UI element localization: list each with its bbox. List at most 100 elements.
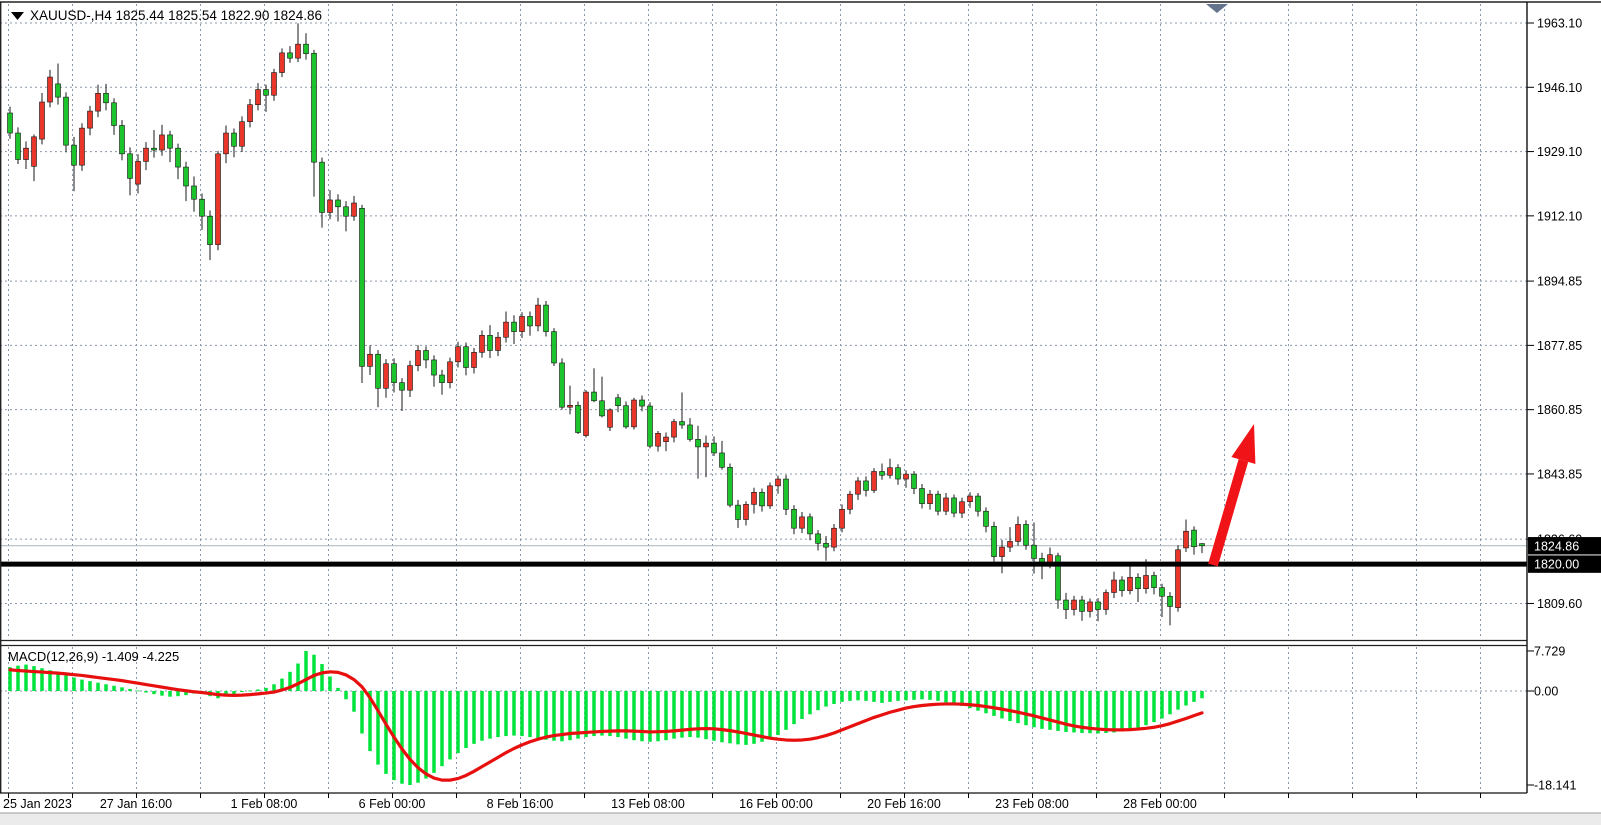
candle-bear [335, 199, 341, 208]
grid-lines [0, 4, 1527, 792]
macd-histogram-bar [432, 691, 436, 773]
candle-bull [471, 352, 477, 368]
candle-bear [791, 509, 797, 529]
macd-histogram-bar [288, 671, 292, 691]
candle-bear [647, 405, 653, 447]
candle-bear [119, 125, 125, 155]
price-axis-label: 1843.85 [1537, 467, 1582, 481]
candle-bear [1119, 579, 1125, 591]
candle-bull [39, 101, 45, 140]
price-badge-label: 1824.86 [1534, 539, 1579, 553]
candle-bull [799, 516, 805, 529]
candle-bear [311, 52, 317, 163]
current-price-badge [1528, 537, 1601, 555]
macd-histogram-bar [40, 668, 44, 691]
chart-shift-marker-icon[interactable] [1206, 4, 1228, 13]
macd-histogram-bar [1048, 691, 1052, 730]
macd-histogram-bar [600, 691, 604, 736]
candle-bear [615, 397, 621, 406]
price-axis-label: 1860.85 [1537, 403, 1582, 417]
macd-histogram-bar [1088, 691, 1092, 734]
candle-bear [695, 439, 701, 448]
macd-histogram-bar [80, 679, 84, 691]
candle-bear [1063, 599, 1069, 610]
candle-bull [631, 399, 637, 428]
candle-bull [703, 442, 709, 448]
candle-bull [1071, 599, 1077, 610]
time-axis-label: 16 Feb 00:00 [739, 797, 813, 811]
candle-bull [455, 346, 461, 363]
candle-bear [1079, 599, 1085, 612]
candle-bear [423, 350, 429, 361]
candle-bull [87, 110, 93, 129]
candle-bear [983, 510, 989, 527]
candle-bear [183, 166, 189, 187]
candle-bull [239, 121, 245, 147]
candle-bear [623, 405, 629, 428]
candle-bull [751, 491, 757, 505]
macd-histogram-bar [536, 691, 540, 739]
macd-histogram-bar [464, 691, 468, 748]
candle-bear [551, 331, 557, 364]
macd-histogram-bar [440, 691, 444, 767]
candle-bear [439, 374, 445, 383]
macd-histogram-bar [240, 691, 244, 693]
candle-bear [895, 467, 901, 480]
macd-histogram-bar [992, 691, 996, 716]
macd-histogram-bar [472, 691, 476, 744]
candle-bull [663, 436, 669, 442]
candle-bear [1167, 595, 1173, 607]
chart-plot-area[interactable] [0, 3, 1527, 640]
macd-histogram-bar [1016, 691, 1020, 724]
candle-bull [655, 432, 661, 447]
macd-histogram-bar [112, 685, 116, 691]
candle-bear [807, 516, 813, 535]
up-arrow-shaft[interactable] [1208, 459, 1249, 567]
candle-bear [375, 353, 381, 389]
macd-histogram-bar [1056, 691, 1060, 731]
macd-histogram-bar [400, 691, 404, 784]
up-arrow-head[interactable] [1231, 424, 1256, 464]
candle-bear [575, 405, 581, 433]
price-badge-label: 1820.00 [1534, 558, 1579, 572]
macd-histogram-bar [1184, 691, 1188, 706]
macd-histogram-bar [960, 691, 964, 707]
macd-histogram-bar [920, 691, 924, 700]
candle-bear [543, 304, 549, 332]
macd-histogram-bar [456, 691, 460, 754]
candle-bear [127, 153, 133, 179]
candle-bear [103, 93, 109, 104]
candle-bull [839, 509, 845, 529]
window-bottom-strip [0, 813, 1601, 825]
candle-bear [399, 382, 405, 391]
candle-bull [159, 134, 165, 151]
macd-histogram-bar [800, 691, 804, 719]
macd-histogram-bar [728, 691, 732, 744]
macd-histogram-bar [184, 691, 188, 696]
macd-histogram-bar [136, 690, 140, 692]
macd-histogram-bar [280, 678, 284, 691]
candle-bull [351, 202, 357, 217]
time-axis-label: 25 Jan 2023 [3, 797, 72, 811]
macd-histogram-bar [120, 687, 124, 691]
candle-bear [719, 452, 725, 468]
macd-histogram-bar [1096, 691, 1100, 734]
candle-bear [199, 198, 205, 217]
macd-histogram-bar [56, 672, 60, 691]
time-axis-label: 1 Feb 08:00 [231, 797, 298, 811]
macd-indicator-label: MACD(12,26,9) -1.409 -4.225 [8, 649, 179, 664]
candle-bear [487, 335, 493, 351]
candle-bear [463, 346, 469, 368]
macd-histogram-bar [528, 691, 532, 738]
macd-histogram-bar [1128, 691, 1132, 730]
candle-bull [775, 478, 781, 487]
candle-bull [295, 43, 301, 59]
symbol-dropdown-icon[interactable] [11, 12, 24, 20]
candle-bear [815, 533, 821, 544]
macd-histogram-bar [496, 691, 500, 738]
macd-histogram-bar [8, 667, 12, 691]
macd-histogram-bar [1040, 691, 1044, 729]
macd-histogram-bar [1072, 691, 1076, 733]
macd-histogram-bar [144, 691, 148, 693]
macd-histogram-bar [328, 676, 332, 691]
